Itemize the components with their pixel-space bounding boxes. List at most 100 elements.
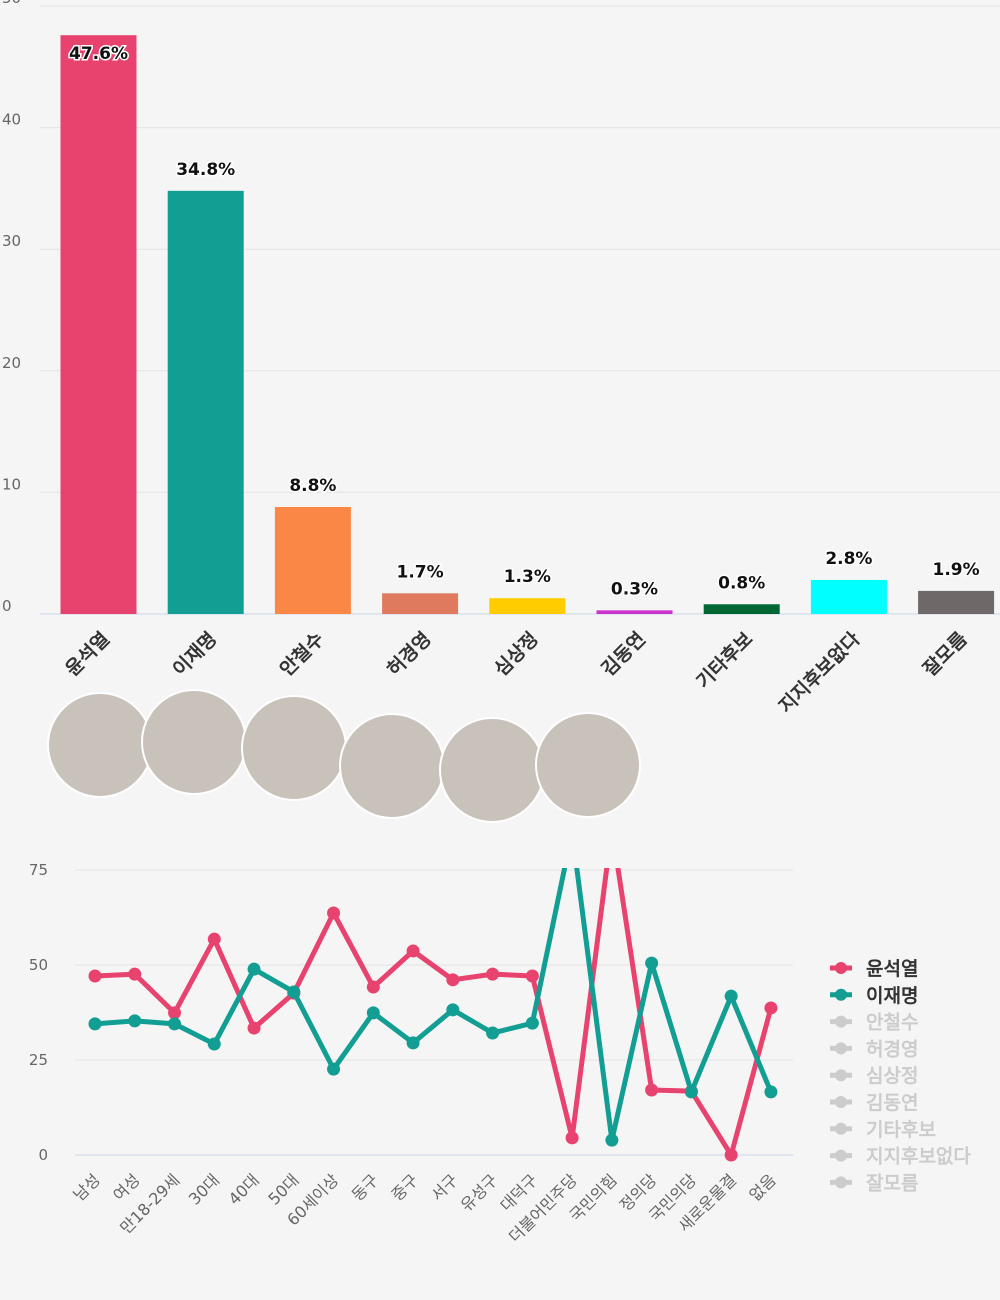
photo <box>535 712 641 818</box>
x-tick-label: 동구 <box>348 1170 382 1204</box>
series-line <box>94 868 774 1143</box>
legend-label[interactable]: 윤석열 <box>866 958 918 980</box>
data-point <box>764 1001 778 1015</box>
data-point <box>207 932 221 946</box>
data-point <box>605 822 618 835</box>
x-tick-label: 잘모름 <box>919 628 972 681</box>
y-tick-label: 20 <box>2 354 21 372</box>
value-label: 2.8% <box>825 549 872 569</box>
value-label: 0.8% <box>718 573 765 593</box>
y-tick-label: 10 <box>2 475 21 493</box>
x-tick-label: 윤석열 <box>61 628 114 681</box>
legend-swatch <box>835 988 847 1001</box>
bar <box>60 35 137 614</box>
legend-swatch <box>835 1042 847 1055</box>
bar <box>489 598 566 614</box>
data-point <box>327 906 341 920</box>
x-tick-label: 지지후보없다 <box>775 628 865 718</box>
data-point <box>366 980 380 994</box>
x-tick-label: 김동연 <box>597 628 650 681</box>
y-tick-label: 0 <box>38 1146 48 1164</box>
y-tick-label: 50 <box>29 956 48 974</box>
x-tick-label: 이재명 <box>169 628 222 681</box>
legend-label[interactable]: 잘모름 <box>866 1172 918 1194</box>
y-tick-label: 75 <box>29 861 48 879</box>
data-point <box>486 967 500 981</box>
legend-label[interactable]: 기타후보 <box>866 1119 936 1141</box>
data-point <box>168 1006 182 1020</box>
legend-label[interactable]: 심상정 <box>866 1065 918 1087</box>
legend-swatch <box>835 1069 847 1082</box>
legend-swatch <box>835 1176 847 1189</box>
bar <box>596 610 673 614</box>
x-tick-label: 여성 <box>109 1170 143 1204</box>
value-label: 47.6% <box>69 44 128 64</box>
y-tick-label: 25 <box>29 1051 48 1069</box>
data-point <box>724 989 738 1003</box>
x-tick-label: 40대 <box>225 1170 263 1208</box>
bar <box>810 579 887 614</box>
photo <box>339 713 445 819</box>
data-point <box>128 1014 142 1028</box>
y-tick-label: 0 <box>2 597 12 615</box>
data-point <box>525 969 539 983</box>
data-point <box>724 1148 738 1162</box>
plot-area <box>88 822 778 1162</box>
data-point <box>366 1006 380 1020</box>
x-tick-label: 없음 <box>745 1170 779 1204</box>
data-point <box>406 1036 420 1050</box>
series-line <box>94 868 774 1158</box>
legend-label[interactable]: 지지후보없다 <box>866 1146 971 1168</box>
legend-label[interactable]: 허경영 <box>866 1038 918 1060</box>
legend-swatch <box>835 1122 847 1135</box>
x-tick-label: 안철수 <box>276 628 329 681</box>
legend-label[interactable]: 안철수 <box>866 1012 918 1034</box>
bar <box>382 593 459 614</box>
data-point <box>168 1017 182 1031</box>
data-point <box>207 1037 221 1051</box>
data-point <box>88 969 102 983</box>
data-point <box>566 826 579 839</box>
x-tick-label: 심상정 <box>490 628 543 681</box>
data-point <box>247 1021 261 1035</box>
x-tick-label: 서구 <box>427 1170 461 1204</box>
legend-label[interactable]: 김동연 <box>866 1092 918 1114</box>
bar <box>918 590 995 614</box>
legend-swatch <box>835 1149 847 1162</box>
legend-swatch <box>835 962 847 974</box>
data-point <box>88 1017 102 1031</box>
bar <box>274 506 351 614</box>
photo <box>439 717 545 823</box>
data-point <box>327 1062 341 1076</box>
data-point <box>128 967 142 981</box>
value-label: 1.3% <box>504 567 551 587</box>
data-point <box>486 1026 500 1040</box>
data-point <box>525 1016 539 1030</box>
data-point <box>645 1083 659 1097</box>
x-tick-label: 30대 <box>185 1170 223 1208</box>
x-tick-label: 남성 <box>70 1170 104 1204</box>
photo <box>47 692 153 798</box>
data-point <box>684 1085 698 1099</box>
legend-label[interactable]: 이재명 <box>866 985 918 1007</box>
bar <box>167 190 244 614</box>
x-tick-label: 허경영 <box>383 628 436 681</box>
photo <box>241 695 347 801</box>
y-tick-label: 40 <box>2 111 21 129</box>
data-point <box>645 956 659 970</box>
data-point <box>406 944 420 958</box>
value-label: 34.8% <box>176 160 235 180</box>
x-tick-label: 유성구 <box>457 1170 502 1215</box>
x-tick-label: 중구 <box>388 1170 422 1204</box>
legend-swatch <box>835 1015 847 1028</box>
data-point <box>287 985 301 999</box>
value-label: 1.7% <box>397 562 444 582</box>
value-label: 1.9% <box>933 560 980 580</box>
x-tick-label: 기타후보 <box>692 628 757 693</box>
data-point <box>565 1131 579 1145</box>
data-point <box>247 962 261 976</box>
legend-swatch <box>835 1096 847 1108</box>
data-point <box>446 973 460 987</box>
value-label: 0.3% <box>611 579 658 599</box>
